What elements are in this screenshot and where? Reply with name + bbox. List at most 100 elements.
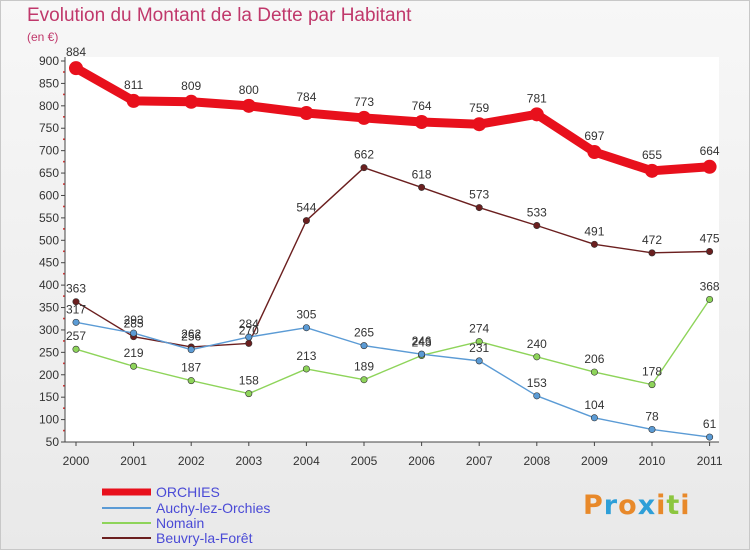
data-point <box>130 329 138 337</box>
y-minor-tick <box>63 272 65 275</box>
data-label: 61 <box>703 417 717 431</box>
data-point <box>302 324 310 332</box>
x-tick-label: 2008 <box>523 454 550 468</box>
data-point <box>72 318 80 326</box>
logo-letter: i <box>680 490 691 521</box>
y-minor-tick <box>63 362 65 365</box>
y-tick-label: 150 <box>39 390 59 404</box>
data-point <box>587 144 602 159</box>
legend-label: Auchy-lez-Orchies <box>156 500 270 516</box>
data-point <box>475 338 483 346</box>
x-tick-label: 2001 <box>120 454 147 468</box>
legend-label: ORCHIES <box>156 484 220 500</box>
y-minor-tick <box>63 228 65 230</box>
y-tick-label: 100 <box>39 413 59 427</box>
data-point <box>590 368 598 376</box>
data-label: 158 <box>239 374 259 388</box>
data-point <box>475 204 483 212</box>
x-tick-label: 2006 <box>408 454 435 468</box>
data-point <box>360 376 368 384</box>
data-point <box>357 110 371 125</box>
x-tick-label: 2004 <box>293 454 320 468</box>
plot-area <box>65 57 719 442</box>
data-label: 363 <box>66 282 86 296</box>
data-label: 472 <box>642 233 662 247</box>
data-point <box>126 93 141 108</box>
y-tick-label: 900 <box>39 54 59 68</box>
data-label: 153 <box>527 376 547 390</box>
data-point <box>529 107 544 122</box>
data-label: 284 <box>239 317 259 331</box>
data-point <box>184 94 199 109</box>
x-tick-label: 2011 <box>697 454 723 468</box>
legend-label: Beuvry-la-Forêt <box>156 530 253 546</box>
data-point <box>302 365 310 373</box>
data-label: 231 <box>469 341 489 355</box>
logo-letter: r <box>603 490 619 521</box>
y-tick-label: 400 <box>39 278 59 292</box>
y-minor-tick <box>63 295 65 297</box>
legend-label: Nomain <box>156 515 204 531</box>
data-label: 285 <box>124 317 144 331</box>
data-point <box>418 350 426 358</box>
x-tick-label: 2010 <box>639 454 666 468</box>
data-label: 262 <box>181 327 201 341</box>
chart-unit-label: (en €) <box>27 30 59 44</box>
data-point <box>475 357 483 365</box>
data-label: 811 <box>124 78 143 92</box>
x-tick-label: 2003 <box>235 454 262 468</box>
y-tick-label: 250 <box>39 345 59 359</box>
data-point <box>533 353 541 361</box>
y-minor-tick <box>63 160 65 163</box>
data-label: 697 <box>584 129 604 143</box>
data-point <box>302 217 310 225</box>
data-label: 759 <box>469 101 489 115</box>
data-label: 104 <box>584 398 604 412</box>
data-label: 178 <box>642 365 662 379</box>
data-label: 781 <box>527 91 547 105</box>
data-label: 809 <box>181 79 201 93</box>
data-label: 544 <box>296 201 316 215</box>
logo-letter: x <box>637 490 657 521</box>
data-label: 662 <box>354 148 374 162</box>
y-minor-tick <box>63 183 65 185</box>
y-tick-label: 350 <box>39 301 59 315</box>
data-label: 573 <box>469 188 489 202</box>
data-point <box>130 362 138 370</box>
data-point <box>706 295 714 303</box>
series-line-orchies <box>71 63 715 176</box>
data-label: 317 <box>66 302 86 316</box>
data-point <box>418 183 426 191</box>
chart-title: Evolution du Montant de la Dette par Hab… <box>27 5 412 26</box>
data-label: 274 <box>469 322 489 336</box>
y-tick-label: 450 <box>39 256 59 270</box>
data-point <box>702 159 717 174</box>
data-point <box>245 333 253 341</box>
y-minor-tick <box>63 317 65 320</box>
data-label: 213 <box>296 349 316 363</box>
y-tick-label: 850 <box>39 76 59 90</box>
data-label: 305 <box>296 308 316 322</box>
data-label: 884 <box>66 45 86 59</box>
data-label: 368 <box>700 279 720 293</box>
y-tick-label: 650 <box>39 166 59 180</box>
y-tick-label: 600 <box>39 188 59 202</box>
data-label: 78 <box>645 409 659 423</box>
data-point <box>245 339 253 347</box>
y-minor-tick <box>63 205 65 208</box>
data-label: 187 <box>181 361 201 375</box>
y-tick-label: 50 <box>46 435 60 449</box>
data-point <box>360 164 368 172</box>
y-minor-tick <box>63 116 65 118</box>
data-point <box>648 425 656 433</box>
data-point <box>69 61 83 76</box>
data-label: 219 <box>124 346 144 360</box>
data-label: 256 <box>181 330 201 344</box>
logo-letter: P <box>583 490 604 521</box>
data-point <box>187 377 195 385</box>
logo-letter: t <box>666 490 681 521</box>
logo-letter: o <box>618 490 638 521</box>
data-point <box>241 98 256 113</box>
data-label: 270 <box>239 323 259 337</box>
proxiti-logo: Proxiti <box>583 490 691 521</box>
